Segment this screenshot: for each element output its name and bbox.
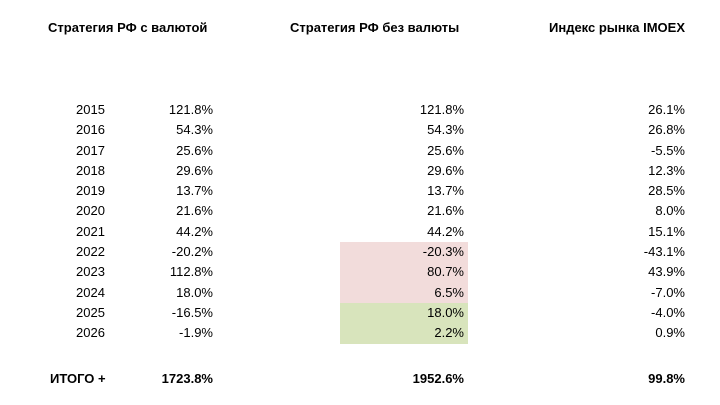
table-row: 2025 -16.5% 18.0% -4.0% (0, 302, 720, 324)
index-cell: 0.9% (655, 325, 685, 341)
index-cell: -4.0% (651, 304, 685, 320)
with-currency-cell: 121.8% (168, 102, 213, 117)
year-cell: 2023 (76, 264, 105, 280)
without-currency-cell: 25.6% (427, 142, 464, 158)
total-row: ИТОГО + 1723.8% 1952.6% 99.8% (0, 369, 720, 389)
year-cell: 2021 (76, 223, 105, 239)
index-cell: 26.1% (648, 102, 685, 117)
index-cell: -5.5% (651, 142, 685, 158)
total-without-currency: 1952.6% (412, 371, 464, 386)
without-currency-cell: -20.3% (422, 244, 464, 260)
table-row: 2020 21.6% 21.6% 8.0% (0, 201, 720, 221)
year-cell: 2022 (76, 244, 105, 260)
table-body: 2015 121.8% 121.8% 26.1% 2016 54.3% 54.3% 26.8%… (0, 100, 720, 344)
without-currency-cell: 80.7% (427, 264, 464, 280)
index-cell: 8.0% (655, 203, 685, 219)
table-row: 2015 121.8% 121.8% 26.1% (0, 100, 720, 120)
header-index: Индекс рынка IMOEX (549, 20, 685, 35)
with-currency-cell: 18.0% (176, 284, 213, 300)
with-currency-cell: 29.6% (176, 162, 213, 178)
table-row: 2026 -1.9% 2.2% 0.9% (0, 323, 720, 344)
index-cell: 26.8% (648, 122, 685, 138)
without-currency-cell: 13.7% (427, 183, 464, 199)
without-currency-cell: 44.2% (427, 223, 464, 239)
without-currency-cell: 2.2% (434, 325, 464, 341)
index-cell: 28.5% (648, 183, 685, 199)
table-row: 2023 112.8% 80.7% 43.9% (0, 262, 720, 283)
index-cell: 43.9% (648, 264, 685, 280)
table-row: 2018 29.6% 29.6% 12.3% (0, 161, 720, 181)
index-cell: -7.0% (651, 284, 685, 300)
index-cell: 15.1% (648, 223, 685, 239)
highlight-cell-green (340, 302, 468, 324)
index-cell: 12.3% (648, 162, 685, 178)
with-currency-cell: 25.6% (176, 142, 213, 158)
year-cell: 2020 (76, 203, 105, 219)
year-cell: 2016 (76, 122, 105, 138)
with-currency-cell: 112.8% (169, 264, 213, 280)
year-cell: 2015 (76, 102, 105, 117)
with-currency-cell: -20.2% (171, 244, 213, 260)
table-row: 2024 18.0% 6.5% -7.0% (0, 282, 720, 303)
highlight-cell-green (340, 323, 468, 344)
header-without-currency: Стратегия РФ без валюты (290, 20, 460, 35)
without-currency-cell: 121.8% (419, 102, 464, 117)
without-currency-cell: 18.0% (427, 304, 464, 320)
index-cell: -43.1% (643, 244, 685, 260)
highlight-cell-red (340, 242, 468, 263)
with-currency-cell: 54.3% (176, 122, 213, 138)
with-currency-cell: 13.7% (176, 183, 213, 199)
table-row: 2019 13.7% 13.7% 28.5% (0, 181, 720, 201)
table-row: 2017 25.6% 25.6% -5.5% (0, 141, 720, 161)
with-currency-cell: 44.2% (176, 223, 213, 239)
year-cell: 2019 (76, 183, 105, 199)
total-with-currency: 1723.8% (161, 371, 213, 386)
year-cell: 2025 (76, 304, 105, 320)
year-cell: 2026 (76, 325, 105, 341)
with-currency-cell: -16.5% (171, 304, 213, 320)
table-row: 2022 -20.2% -20.3% -43.1% (0, 242, 720, 263)
with-currency-cell: 21.6% (176, 203, 213, 219)
highlight-cell-red (340, 262, 468, 283)
total-index: 99.8% (648, 371, 685, 386)
year-cell: 2024 (76, 284, 105, 300)
year-cell: 2018 (76, 162, 105, 178)
table-row: 2021 44.2% 44.2% 15.1% (0, 222, 720, 242)
without-currency-cell: 29.6% (427, 162, 464, 178)
table-row: 2016 54.3% 54.3% 26.8% (0, 120, 720, 140)
header-with-currency: Стратегия РФ с валютой (48, 20, 208, 35)
without-currency-cell: 54.3% (427, 122, 464, 138)
with-currency-cell: -1.9% (179, 325, 213, 341)
total-label: ИТОГО + (50, 371, 106, 386)
without-currency-cell: 6.5% (434, 284, 464, 300)
without-currency-cell: 21.6% (427, 203, 464, 219)
highlight-cell-red (340, 282, 468, 303)
year-cell: 2017 (76, 142, 105, 158)
